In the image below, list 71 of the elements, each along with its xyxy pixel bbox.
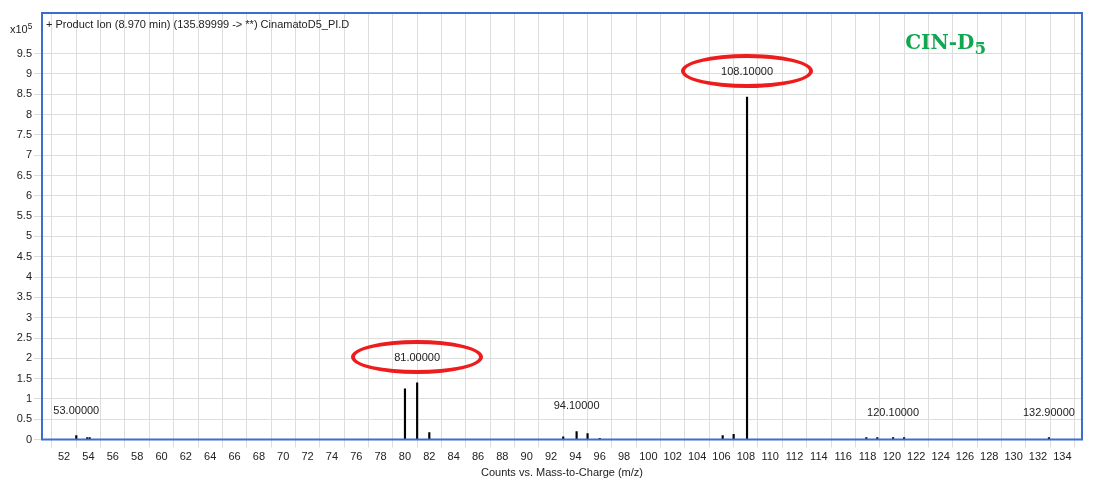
x-tick-label: 114 (810, 450, 828, 463)
x-tick-label: 132 (1028, 450, 1048, 463)
x-tick-label: 58 (131, 450, 144, 463)
x-tick-label: 96 (593, 450, 606, 463)
y-tick-label: 9 (25, 66, 32, 79)
annotation: 53.00000 (53, 403, 100, 416)
x-tick-label: 102 (663, 450, 682, 463)
y-tick-label: 0.5 (16, 412, 32, 425)
y-tick-label: 8.5 (16, 87, 32, 100)
x-tick-label: 82 (423, 450, 436, 463)
y-tick-label: 3.5 (16, 290, 32, 303)
x-tick-label: 118 (858, 450, 877, 463)
x-tick-label: 128 (980, 450, 999, 463)
x-tick-label: 120 (882, 450, 902, 463)
y-tick-label: 2 (25, 351, 32, 364)
x-tick-label: 110 (761, 450, 779, 463)
annotation: CIN-D$_{5}$ (905, 30, 986, 58)
annotation: 132.90000 (1022, 405, 1075, 418)
annotation: 120.10000 (867, 405, 920, 418)
x-tick-label: 94 (569, 450, 582, 463)
x-tick-label: 80 (398, 450, 412, 463)
x-tick-label: 88 (496, 450, 509, 463)
y-tick-label: 5 (25, 229, 32, 242)
y-tick-label: 6 (25, 188, 32, 201)
x-tick-label: 60 (155, 450, 168, 463)
x-tick-label: 112 (785, 450, 804, 463)
x-tick-label: 66 (228, 450, 241, 463)
x-tick-label: 90 (520, 450, 533, 463)
x-tick-label: 72 (301, 450, 314, 463)
x-tick-label: 116 (834, 450, 852, 463)
x-tick-label: 106 (712, 450, 731, 463)
x-axis-title: Counts vs. Mass-to-Charge (m/z) (481, 466, 643, 479)
x-tick-label: 62 (179, 450, 192, 463)
x-tick-label: 98 (617, 450, 631, 463)
annotation: 94.10000 (553, 399, 600, 412)
x-tick-label: 54 (82, 450, 95, 463)
x-tick-label: 122 (907, 450, 926, 463)
x-tick-label: 78 (374, 450, 387, 463)
x-tick-label: 76 (350, 450, 363, 463)
y-tick-label: 0 (25, 432, 32, 445)
y-tick-label: 1.5 (16, 371, 32, 384)
x-tick-label: 92 (544, 450, 558, 463)
x-tick-label: 84 (447, 450, 460, 463)
x-tick-label: 124 (931, 450, 950, 463)
x-tick-label: 86 (471, 450, 485, 463)
x-tick-label: 108 (736, 450, 755, 463)
y-tick-label: 5.5 (16, 209, 32, 222)
annotation: 81.00000 (394, 350, 441, 363)
x-tick-label: 130 (1004, 450, 1023, 463)
x-tick-label: 100 (639, 450, 658, 463)
y-tick-label: 9.5 (16, 46, 32, 59)
y-tick-label: 3 (25, 310, 32, 323)
x-tick-label: 64 (204, 450, 217, 463)
y-tick-label: 2.5 (16, 331, 32, 344)
x-tick-label: 56 (106, 450, 119, 463)
y-tick-label: 1 (25, 392, 32, 404)
x-tick-label: 104 (687, 450, 707, 463)
y-tick-label: 8 (25, 107, 32, 120)
x-tick-label: 52 (57, 450, 71, 463)
x-tick-label: 126 (955, 450, 975, 463)
x-tick-label: 68 (252, 450, 266, 463)
y-tick-label: 7.5 (16, 127, 32, 140)
text: + Product Ion (8.970 min) (135.89999 -> **) CinamatoD5_PI.D (46, 18, 350, 30)
x-tick-label: 70 (277, 450, 290, 463)
annotation: 108.10000 (721, 65, 774, 78)
y-tick-label: 7 (25, 148, 32, 161)
y-tick-label: 6.5 (16, 168, 32, 181)
y-tick-label: 4.5 (16, 249, 32, 262)
x-tick-label: 74 (325, 450, 339, 463)
x-tick-label: 134 (1053, 450, 1072, 463)
y-tick-label: 4 (25, 270, 32, 283)
